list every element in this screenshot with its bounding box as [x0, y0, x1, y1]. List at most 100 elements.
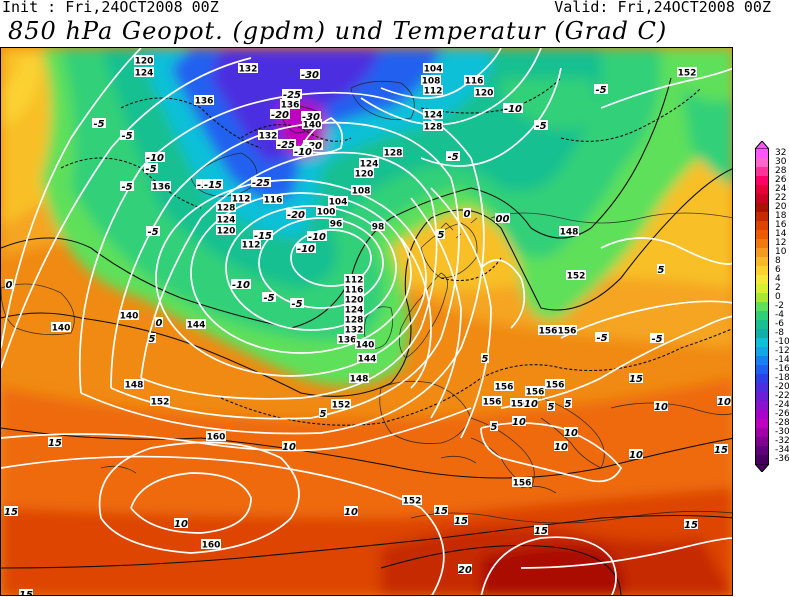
- svg-text:152: 152: [151, 398, 170, 408]
- temperature-label: -25: [276, 139, 296, 151]
- geopotential-label: 120: [216, 225, 236, 237]
- temperature-label: -10: [307, 231, 327, 243]
- legend-value-label: -12: [775, 346, 789, 356]
- geopotential-label: 112: [241, 239, 261, 251]
- svg-text:-20: -20: [287, 210, 305, 221]
- geopotential-label: 128: [216, 202, 236, 214]
- geopotential-label: 156: [525, 386, 545, 398]
- geopotential-label: 116: [263, 194, 283, 206]
- geopotential-label: 156: [510, 398, 530, 410]
- svg-text:-5: -5: [263, 293, 274, 304]
- svg-text:108: 108: [422, 77, 441, 87]
- geopotential-label: 136: [280, 99, 300, 111]
- svg-text:15: 15: [48, 438, 62, 449]
- temperature-label: -20: [303, 140, 323, 152]
- svg-text:112: 112: [424, 87, 443, 97]
- geopotential-label: 160: [206, 431, 226, 443]
- temperature-label: 10: [512, 416, 526, 428]
- temperature-label: 15: [534, 525, 548, 537]
- svg-text:15: 15: [434, 506, 448, 517]
- svg-text:10: 10: [717, 397, 731, 408]
- geopotential-label: 136: [337, 334, 357, 346]
- temperature-label: -5: [120, 181, 134, 193]
- svg-text:-10: -10: [308, 232, 326, 243]
- svg-text:108: 108: [352, 187, 371, 197]
- temperature-label: -5: [144, 163, 158, 175]
- legend-value-label: -2: [775, 301, 784, 311]
- legend-value-label: 2: [775, 283, 781, 293]
- legend-value-label: -6: [775, 319, 784, 329]
- geopotential-label: 148: [349, 373, 369, 385]
- svg-text:156: 156: [513, 479, 532, 489]
- temperature-legend: 32 30 28 26 24 22 20 18 16 14 12 10 8 6 4 2 0 -2 -4 -6 -8 -10…: [755, 141, 789, 472]
- svg-text:-25: -25: [252, 178, 270, 189]
- legend-swatch: [755, 194, 769, 203]
- svg-text:-10: -10: [504, 104, 522, 115]
- geopotential-label: 132: [238, 63, 258, 75]
- svg-text:5: 5: [438, 230, 445, 241]
- svg-text:148: 148: [350, 375, 369, 385]
- svg-text:0: 0: [496, 214, 503, 225]
- legend-swatch: [755, 176, 769, 185]
- legend-value-label: 22: [775, 193, 787, 203]
- legend-swatch: [755, 230, 769, 239]
- svg-text:144: 144: [358, 355, 377, 365]
- geopotential-label: 128: [383, 147, 403, 159]
- svg-text:15: 15: [534, 526, 548, 537]
- svg-text:152: 152: [403, 497, 422, 507]
- svg-text:112: 112: [242, 241, 261, 251]
- legend-swatch: [755, 158, 769, 167]
- legend-value-label: 6: [775, 265, 781, 275]
- svg-text:0: 0: [6, 280, 13, 291]
- temperature-label: 0: [463, 208, 471, 220]
- temperature-label: -5: [534, 120, 548, 132]
- legend-swatch: [755, 257, 769, 266]
- svg-text:-5: -5: [121, 131, 132, 142]
- temperature-label: 5: [481, 353, 489, 365]
- svg-text:15: 15: [684, 520, 698, 531]
- svg-text:132: 132: [345, 326, 364, 336]
- temperature-label: 0: [495, 213, 503, 225]
- geopotential-label: 160: [201, 539, 221, 551]
- svg-text:116: 116: [465, 77, 484, 87]
- temperature-label: -30: [301, 111, 321, 123]
- valid-time-label: Valid: Fri,24OCT2008 00Z: [554, 0, 771, 16]
- temperature-label: -5: [650, 333, 664, 345]
- temperature-label: -5: [594, 84, 608, 96]
- svg-text:140: 140: [52, 324, 71, 334]
- legend-swatch: [755, 284, 769, 293]
- svg-text:15: 15: [454, 516, 468, 527]
- legend-swatch: [755, 437, 769, 446]
- geopotential-label: 124: [359, 158, 379, 170]
- geopotential-label: 144: [357, 353, 377, 365]
- legend-value-label: 20: [775, 202, 787, 212]
- geopotential-label: 136: [151, 181, 171, 193]
- temperature-field: [1, 48, 732, 595]
- legend-swatch: [755, 221, 769, 230]
- svg-text:120: 120: [355, 170, 374, 180]
- temperature-label: -5: [146, 226, 160, 238]
- svg-text:10: 10: [564, 428, 578, 439]
- temperature-label: 10: [282, 441, 296, 453]
- legend-swatch: [755, 455, 769, 464]
- legend-bottom-arrow: [755, 464, 769, 472]
- temperature-label: -10: [145, 152, 165, 164]
- legend-value-label: -22: [775, 391, 789, 401]
- legend-value-label: -24: [775, 400, 789, 410]
- svg-text:128: 128: [424, 123, 443, 133]
- temperature-label: 10: [174, 518, 188, 530]
- geopotential-label: 104: [328, 196, 348, 208]
- temperature-label: 15: [48, 437, 62, 449]
- svg-text:15: 15: [4, 507, 18, 518]
- legend-swatch: [755, 311, 769, 320]
- weather-map: 120 124 132 136 104 108 112 116 120 124 128 136 140 1…: [0, 47, 733, 596]
- svg-text:-10: -10: [297, 244, 315, 255]
- legend-swatch: [755, 365, 769, 374]
- svg-text:5: 5: [482, 354, 489, 365]
- temperature-label: 10: [717, 396, 731, 408]
- svg-text:96: 96: [330, 220, 343, 230]
- svg-text:124: 124: [345, 306, 364, 316]
- legend-value-label: -20: [775, 382, 789, 392]
